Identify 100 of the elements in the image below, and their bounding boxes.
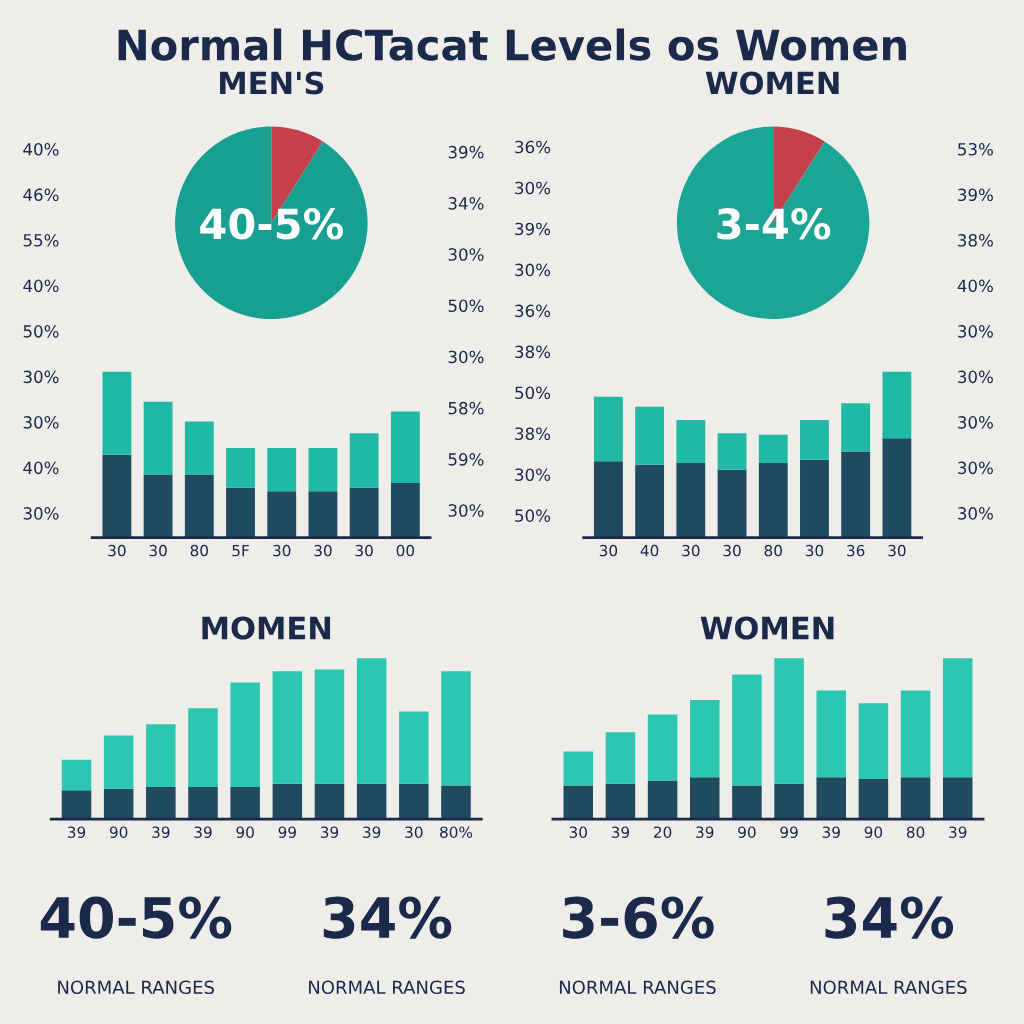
bar <box>758 462 788 538</box>
bar <box>102 454 132 538</box>
bar <box>900 777 931 820</box>
bar <box>349 487 379 538</box>
text: 30% <box>515 263 551 277</box>
x-tick-label: 30 <box>108 544 126 557</box>
text: 30% <box>515 468 551 481</box>
bar <box>143 401 173 475</box>
x-tick-label: 99 <box>278 826 296 838</box>
bar <box>230 787 260 820</box>
bar <box>732 674 762 786</box>
bar <box>758 434 788 463</box>
text: 30% <box>958 370 993 384</box>
x-tick-label: 30 <box>805 544 824 557</box>
bar <box>143 474 173 538</box>
text: 38% <box>515 427 551 441</box>
bar <box>647 780 678 820</box>
bar <box>267 448 297 492</box>
bar <box>356 783 387 820</box>
text: 30% <box>23 370 59 384</box>
x-tick-label: 30 <box>355 544 373 557</box>
bar <box>61 790 92 820</box>
text: 3-4% <box>717 208 831 240</box>
text: NORMAL RANGES <box>58 980 214 995</box>
bar <box>732 785 762 820</box>
text: 55% <box>23 234 59 247</box>
x-tick-label: 39 <box>949 826 967 838</box>
bar <box>593 396 623 462</box>
bar <box>882 371 912 439</box>
text: NORMAL RANGES <box>309 980 465 995</box>
x-tick-label: 30 <box>273 544 291 557</box>
bar <box>188 708 218 788</box>
x-tick-label: 36 <box>847 544 865 557</box>
bar <box>605 783 636 820</box>
x-tick-label: 80 <box>764 544 782 557</box>
bar <box>188 787 218 820</box>
text: 50% <box>23 325 59 338</box>
bar <box>563 751 594 786</box>
bar <box>314 783 345 820</box>
bar <box>593 461 623 538</box>
bar <box>690 700 720 778</box>
x-tick-label: 90 <box>738 826 756 838</box>
x-tick-label: 40 <box>640 544 659 557</box>
bar <box>102 371 132 455</box>
x-tick-label: 80 <box>190 544 209 557</box>
bar <box>841 403 871 452</box>
text: 3-6% <box>563 896 714 939</box>
text: 40% <box>23 142 59 156</box>
text: 30% <box>448 350 484 364</box>
bar <box>146 724 176 788</box>
text: 59% <box>448 453 484 466</box>
bar <box>272 783 303 820</box>
bar <box>816 690 846 778</box>
x-tick-label: 39 <box>696 826 714 838</box>
x-tick-label: 99 <box>780 826 798 838</box>
bar <box>308 448 338 492</box>
bar <box>103 788 134 820</box>
bar <box>816 777 846 820</box>
bar <box>314 669 345 784</box>
bar <box>858 703 889 779</box>
text: 58% <box>448 401 484 415</box>
text: 50% <box>515 509 551 522</box>
x-tick-label: 30 <box>314 544 332 557</box>
text: NORMAL RANGES <box>810 980 967 995</box>
bar <box>226 487 255 538</box>
x-tick-label: 80 <box>906 826 925 838</box>
text: 39% <box>448 145 484 159</box>
bar <box>717 469 747 538</box>
text: 30% <box>448 504 484 517</box>
x-tick-label: 90 <box>864 826 883 838</box>
text: 34% <box>448 197 484 210</box>
bar <box>717 433 747 470</box>
bar <box>635 406 665 465</box>
bar <box>942 658 973 778</box>
text: 53% <box>958 142 993 156</box>
bar <box>635 464 665 538</box>
x-tick-label: 39 <box>194 826 212 838</box>
text: 30% <box>958 507 993 520</box>
bar <box>184 474 214 538</box>
text: 34% <box>825 896 954 939</box>
text: 30% <box>23 416 59 429</box>
bar <box>441 785 471 820</box>
text: Normal HCTacat Levels os Women <box>118 28 906 61</box>
bar <box>390 411 420 483</box>
text: 38% <box>958 234 993 247</box>
bar <box>61 759 92 791</box>
x-tick-label: 90 <box>236 826 254 838</box>
text: 40% <box>957 279 993 293</box>
bar <box>676 462 706 538</box>
bar <box>399 783 429 820</box>
bar <box>774 783 804 820</box>
text: 30% <box>515 181 551 195</box>
x-tick-label: 30 <box>888 544 906 557</box>
x-tick-label: 39 <box>320 826 339 838</box>
bar <box>272 671 303 784</box>
bar <box>647 714 678 781</box>
x-tick-label: 30 <box>405 826 423 838</box>
bar <box>184 421 214 475</box>
text: 39% <box>515 222 551 236</box>
x-tick-label: 30 <box>149 544 167 557</box>
